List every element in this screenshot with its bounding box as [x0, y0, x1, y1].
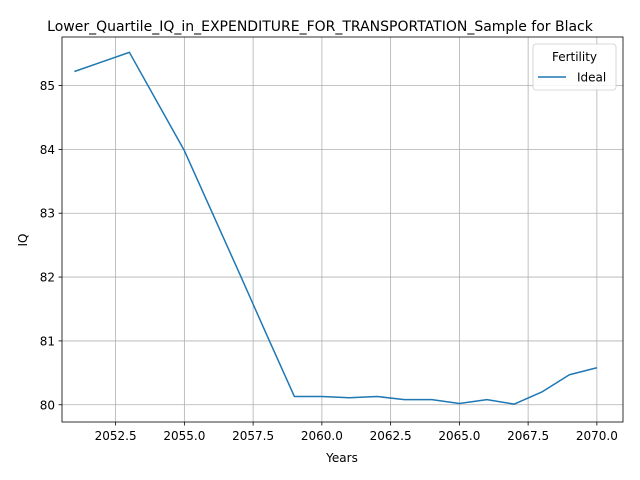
legend: Fertility Ideal: [532, 43, 617, 91]
y-tick-label: 83: [40, 207, 55, 221]
x-axis-ticks: 2052.5 2055.0 2057.5 2060.0 2062.5 2065.0 2067…: [95, 422, 618, 443]
x-tick-label: 2070.0: [576, 429, 618, 443]
chart-title: Lower_Quartile_IQ_in_EXPENDITURE_FOR_TRA…: [47, 19, 594, 35]
x-tick-label: 2060.0: [301, 429, 343, 443]
y-tick-label: 81: [40, 334, 55, 348]
series-layer: [74, 51, 598, 405]
series-line-ideal: [74, 51, 598, 405]
x-tick-label: 2062.5: [370, 429, 412, 443]
x-tick-label: 2067.5: [507, 429, 549, 443]
legend-title: Fertility: [552, 50, 597, 64]
y-tick-label: 84: [40, 143, 55, 157]
x-axis-label: Years: [325, 451, 358, 465]
x-tick-label: 2065.0: [438, 429, 480, 443]
y-tick-label: 80: [40, 398, 55, 412]
legend-box: [532, 43, 617, 91]
grid-lines: [62, 37, 623, 422]
y-axis-label: IQ: [16, 234, 30, 247]
x-tick-label: 2052.5: [95, 429, 137, 443]
legend-entry-label: Ideal: [577, 71, 606, 85]
y-tick-label: 85: [40, 79, 55, 93]
y-tick-label: 82: [40, 271, 55, 285]
plot-frame: [61, 36, 624, 423]
x-tick-label: 2055.0: [163, 429, 205, 443]
x-tick-label: 2057.5: [232, 429, 274, 443]
y-axis-ticks: 80 81 82 83 84 85: [40, 79, 62, 412]
